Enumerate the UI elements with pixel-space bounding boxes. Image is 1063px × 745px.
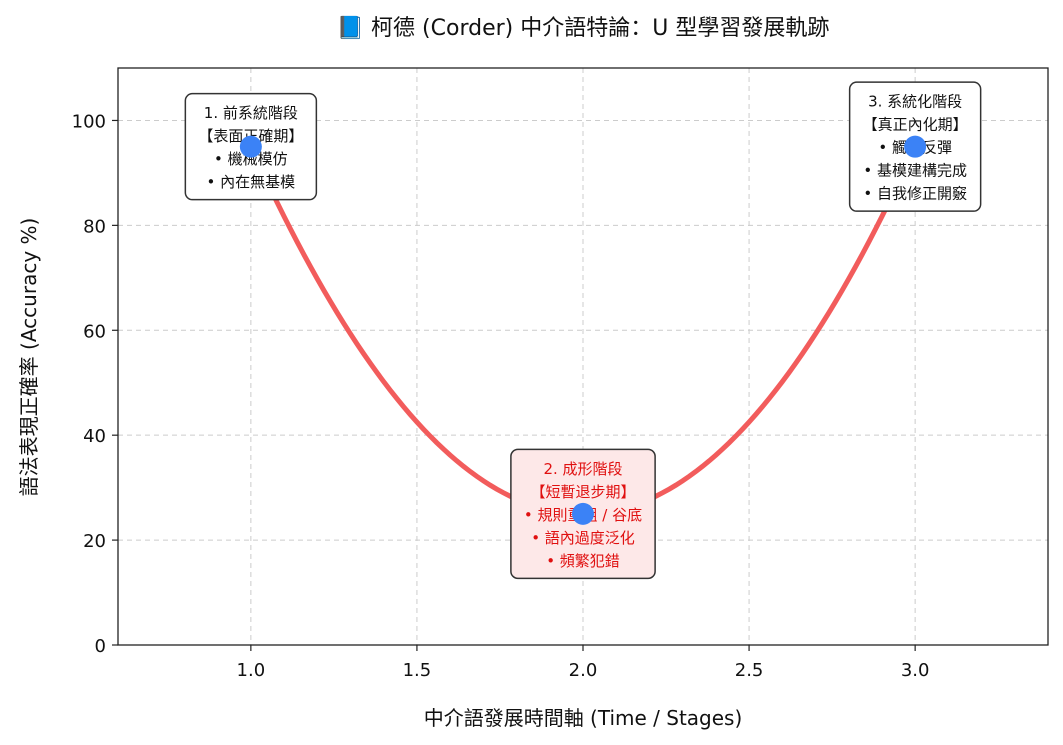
axis-ticks: 1.0 1.5 2.0 2.5 3.0 0 20 40 60 80 100 <box>72 111 930 681</box>
annotation-line: 1. 前系統階段 <box>204 104 298 122</box>
annotation-line: • 自我修正開竅 <box>863 185 967 203</box>
annotation-line: • 語內過度泛化 <box>531 529 635 547</box>
x-tick-label: 2.5 <box>735 660 764 681</box>
y-axis-label: 語法表現正確率 (Accuracy %) <box>17 218 41 497</box>
points-layer <box>239 135 927 525</box>
grid-lines <box>118 68 1048 646</box>
annotation-line: 2. 成形階段 <box>543 460 622 478</box>
y-tick-label: 100 <box>72 111 106 132</box>
annotation-line: • 機械模仿 <box>214 150 288 168</box>
y-tick-label: 60 <box>83 321 106 342</box>
annotation-line: 3. 系統化階段 <box>868 93 962 111</box>
stage-point-1 <box>239 135 262 158</box>
y-tick-label: 0 <box>95 636 106 657</box>
annotation-line: • 頻繁犯錯 <box>546 552 620 570</box>
annotation-line: • 內在無基模 <box>207 173 296 191</box>
annotation-line: • 基模建構完成 <box>863 162 967 180</box>
y-tick-label: 80 <box>83 216 106 237</box>
annotation-line: 【真正內化期】 <box>863 116 968 134</box>
x-tick-label: 1.5 <box>403 660 432 681</box>
y-tick-label: 20 <box>83 531 106 552</box>
stage-point-3 <box>904 135 927 158</box>
x-tick-label: 1.0 <box>237 660 266 681</box>
chart-title: 📘 柯德 (Corder) 中介語特論：U 型學習發展軌跡 <box>337 15 830 41</box>
annotation-line: 【短暫退步期】 <box>530 483 635 501</box>
x-tick-label: 2.0 <box>569 660 598 681</box>
x-tick-label: 3.0 <box>901 660 930 681</box>
x-axis-label: 中介語發展時間軸 (Time / Stages) <box>424 706 743 730</box>
y-tick-label: 40 <box>83 426 106 447</box>
stage-point-2 <box>572 502 594 525</box>
